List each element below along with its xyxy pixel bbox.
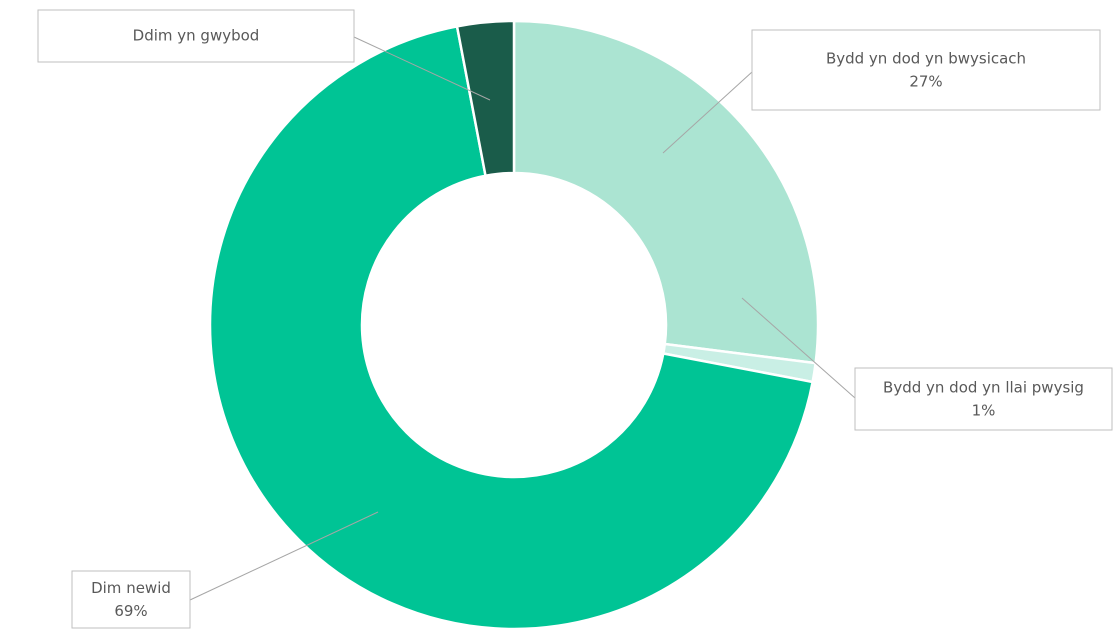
category-label: Bydd yn dod yn llai pwysig xyxy=(883,379,1084,397)
label-box xyxy=(854,367,1113,431)
value-label: 27% xyxy=(909,73,942,91)
donut-segment xyxy=(512,19,820,365)
category-label: Ddim yn gwybod xyxy=(133,27,260,45)
label-box xyxy=(71,570,191,629)
leader-line xyxy=(741,297,856,399)
label-box xyxy=(751,29,1101,111)
leader-line xyxy=(189,511,379,601)
category-label: Dim newid xyxy=(91,579,171,597)
label-box xyxy=(37,9,355,63)
leader-line xyxy=(662,71,753,154)
category-label: Bydd yn dod yn bwysicach xyxy=(826,50,1026,68)
leader-line xyxy=(353,36,491,101)
donut-segment xyxy=(208,24,815,629)
value-label: 1% xyxy=(972,402,996,420)
value-label: 69% xyxy=(114,602,147,620)
